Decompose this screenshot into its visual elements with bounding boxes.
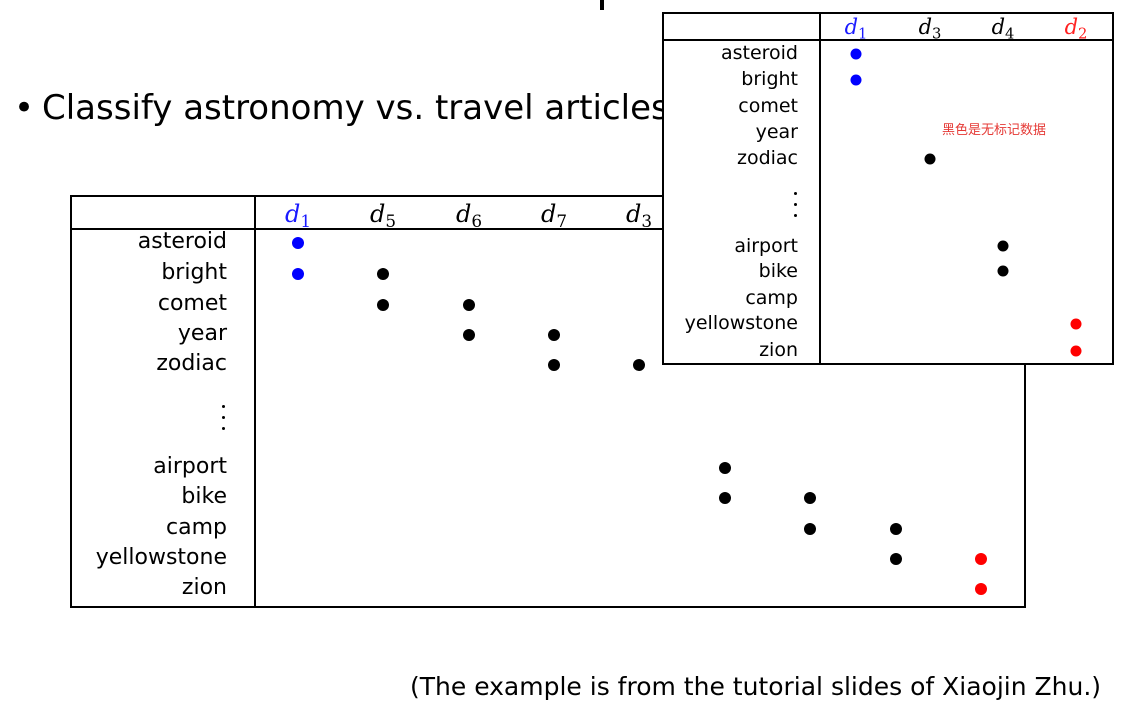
main-mark-airport-d4	[719, 462, 731, 474]
main-mark-bike-d8	[804, 492, 816, 504]
bullet-point: • Classify astronomy vs. travel articles	[14, 88, 669, 128]
inset-header-separator	[664, 39, 1112, 41]
row-label-comet: comet	[157, 291, 227, 316]
row-label-bright: bright	[161, 260, 227, 285]
row-label-camp: camp	[166, 515, 227, 540]
main-mark-comet-d6	[463, 299, 475, 311]
main-mark-zodiac-d7	[548, 359, 560, 371]
inset-row-label-yellowstone: yellowstone	[684, 312, 798, 334]
main-mark-camp-d8	[804, 523, 816, 535]
inset-mark-asteroid-d1	[850, 48, 862, 60]
label-column-separator	[254, 197, 256, 606]
unlabeled-data-note: 黑色是无标记数据	[942, 123, 1047, 138]
inset-column-header-d2: d2	[1064, 15, 1088, 43]
main-mark-bike-d4	[719, 492, 731, 504]
main-mark-year-d6	[463, 329, 475, 341]
inset-row-label-zion: zion	[759, 339, 798, 361]
inset-column-header-d3: d3	[918, 15, 942, 43]
ellipsis-vertical-icon	[222, 401, 225, 434]
column-header-d7: d7	[540, 200, 568, 232]
inset-row-label-asteroid: asteroid	[720, 42, 798, 64]
main-mark-bright-d1	[292, 268, 304, 280]
inset-row-label-zodiac: zodiac	[736, 147, 798, 169]
title-fragment	[600, 0, 616, 10]
row-label-asteroid: asteroid	[137, 229, 227, 254]
row-label-zodiac: zodiac	[156, 351, 227, 376]
column-header-d3: d3	[625, 200, 653, 232]
inset-ellipsis-vertical-icon	[794, 188, 797, 221]
main-mark-asteroid-d1	[292, 237, 304, 249]
column-header-d5: d5	[369, 200, 397, 232]
inset-row-label-bike: bike	[758, 260, 798, 282]
header-separator	[72, 228, 1024, 230]
inset-column-header-d1: d1	[844, 15, 868, 43]
main-mark-yellowstone-d9	[890, 553, 902, 565]
inset-mark-yellowstone-d2	[1070, 318, 1082, 330]
inset-row-label-camp: camp	[745, 287, 798, 309]
row-label-airport: airport	[153, 454, 227, 479]
main-mark-zodiac-d3	[633, 359, 645, 371]
main-mark-camp-d9	[890, 523, 902, 535]
source-footnote: (The example is from the tutorial slides…	[410, 672, 1102, 701]
main-mark-comet-d5	[377, 299, 389, 311]
row-label-bike: bike	[181, 484, 227, 509]
inset-mark-zion-d2	[1070, 345, 1082, 357]
inset-mark-zodiac-d3	[924, 153, 936, 165]
inset-row-label-bright: bright	[741, 68, 798, 90]
inset-mark-bright-d1	[850, 74, 862, 86]
main-mark-bright-d5	[377, 268, 389, 280]
main-mark-zion-d2	[975, 583, 987, 595]
bullet-text: Classify astronomy vs. travel articles	[42, 88, 669, 128]
inset-row-label-comet: comet	[738, 95, 798, 117]
inset-row-label-airport: airport	[734, 235, 798, 257]
bullet-icon: •	[14, 88, 35, 128]
inset-row-label-year: year	[755, 121, 798, 143]
inset-mark-bike-d4	[997, 265, 1009, 277]
row-label-year: year	[177, 321, 227, 346]
inset-term-document-table: d1 d3 d4 d2 asteroid bright comet year z…	[662, 12, 1114, 365]
column-header-d1: d1	[284, 200, 312, 232]
inset-mark-airport-d4	[997, 240, 1009, 252]
row-label-yellowstone: yellowstone	[95, 545, 227, 570]
inset-label-column-separator	[819, 14, 821, 363]
column-header-d6: d6	[455, 200, 483, 232]
main-mark-year-d7	[548, 329, 560, 341]
row-label-zion: zion	[181, 575, 227, 600]
main-mark-yellowstone-d2	[975, 553, 987, 565]
inset-column-header-d4: d4	[991, 15, 1015, 43]
